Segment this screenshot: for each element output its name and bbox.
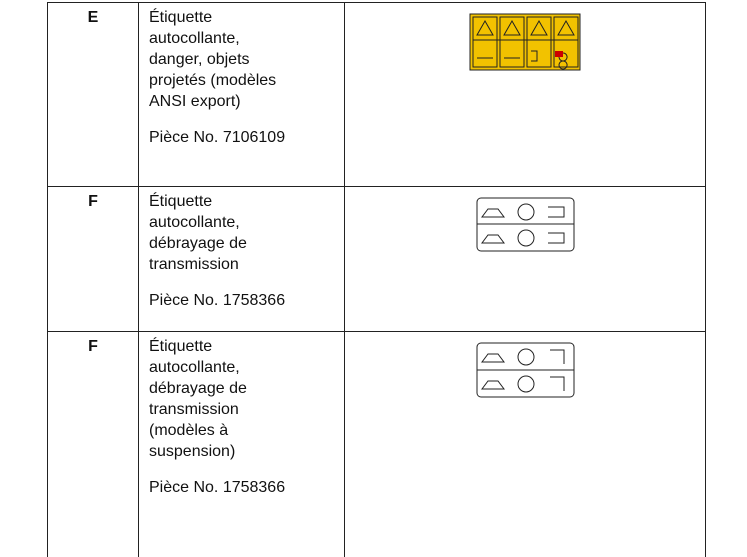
decal-image [345, 3, 706, 187]
letter: F [48, 332, 139, 557]
description-line: danger, objets [149, 49, 334, 70]
description-line: projetés (modèles [149, 70, 334, 91]
decal-transmission-suspension [476, 342, 575, 398]
decal-image [345, 332, 706, 557]
letter: F [48, 187, 139, 332]
description-line: autocollante, [149, 357, 334, 378]
description-line: autocollante, [149, 212, 334, 233]
description-line: débrayage de [149, 233, 334, 254]
decal-transmission [476, 197, 575, 252]
part-number: Pièce No. 1758366 [149, 477, 334, 498]
description-line: Étiquette [149, 336, 334, 357]
decal-danger [469, 13, 581, 71]
description-line: Étiquette [149, 191, 334, 212]
description-line: autocollante, [149, 28, 334, 49]
part-number: Pièce No. 1758366 [149, 290, 334, 311]
description-line: Étiquette [149, 7, 334, 28]
letter: E [48, 3, 139, 187]
description-line: transmission [149, 399, 334, 420]
description-line: (modèles à [149, 420, 334, 441]
description-line: ANSI export) [149, 91, 334, 112]
part-number: Pièce No. 7106109 [149, 127, 334, 148]
decal-image [345, 187, 706, 332]
description-line: suspension) [149, 441, 334, 462]
description-line: transmission [149, 254, 334, 275]
description-line: débrayage de [149, 378, 334, 399]
